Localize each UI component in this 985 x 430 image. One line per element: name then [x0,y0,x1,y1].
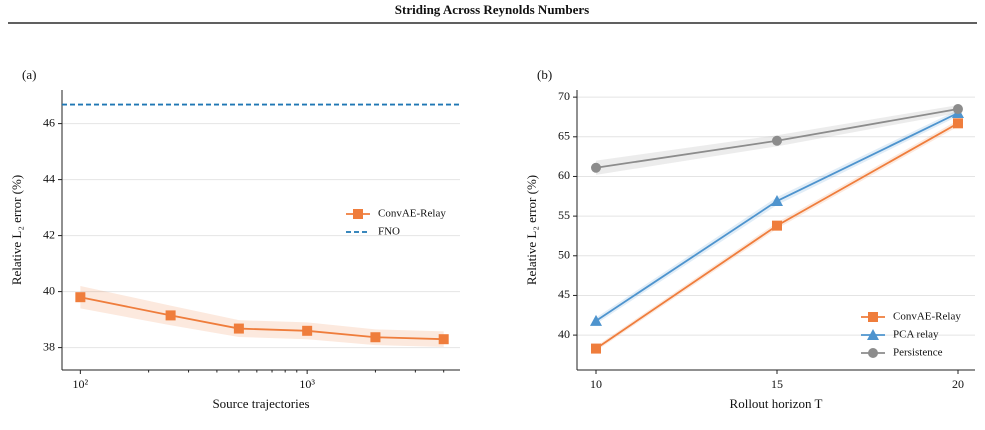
y-tick-label: 65 [558,129,570,143]
marker [591,162,602,173]
x-tick-label: 10 [590,377,602,391]
marker [165,310,176,321]
series-line [80,296,444,341]
legend-label: ConvAE-Relay [893,311,961,323]
y-tick-label: 60 [558,168,570,182]
marker [75,292,86,303]
legend: ConvAE-Relay FNO [346,208,446,238]
y-tick-label: 40 [558,327,570,341]
x-axis-label: Rollout horizon T [730,396,823,411]
figure-title: Striding Across Reynolds Numbers [395,2,589,17]
error-band [80,286,444,348]
x-axis-label: Source trajectories [212,396,309,411]
marker [868,312,878,322]
marker [233,323,244,334]
y-tick-label: 55 [558,208,570,222]
y-tick-label: 45 [558,287,570,301]
legend-label: FNO [378,226,400,238]
x-tick-label: 15 [771,377,783,391]
x-tick-label: 10² [73,377,89,391]
marker [370,332,381,343]
marker [952,118,963,129]
marker [770,195,783,207]
marker [771,135,782,146]
panel-label: (a) [22,67,36,82]
y-tick-label: 38 [43,339,55,353]
x-tick-label: 20 [952,377,964,391]
y-tick-label: 42 [43,227,55,241]
marker [302,325,313,336]
y-tick-label: 70 [558,89,570,103]
y-tick-label: 40 [43,283,55,297]
marker [591,343,602,354]
y-tick-label: 50 [558,248,570,262]
x-tick-label: 10³ [299,377,315,391]
marker [353,209,363,219]
legend: ConvAE-Relay PCA relay Persistence [861,311,961,359]
marker [590,314,603,326]
y-tick-label: 46 [43,115,55,129]
marker [438,334,449,345]
legend-label: Persistence [893,347,943,359]
legend-label: ConvAE-Relay [378,208,446,220]
y-axis-label: Relative L₂ error (%) [524,175,539,285]
marker [771,220,782,231]
y-tick-label: 44 [43,171,55,185]
y-axis-label: Relative L₂ error (%) [9,175,24,285]
panel-label: (b) [537,67,552,82]
legend-label: PCA relay [893,329,939,341]
marker [952,104,963,115]
marker [867,329,879,340]
marker [868,348,878,358]
